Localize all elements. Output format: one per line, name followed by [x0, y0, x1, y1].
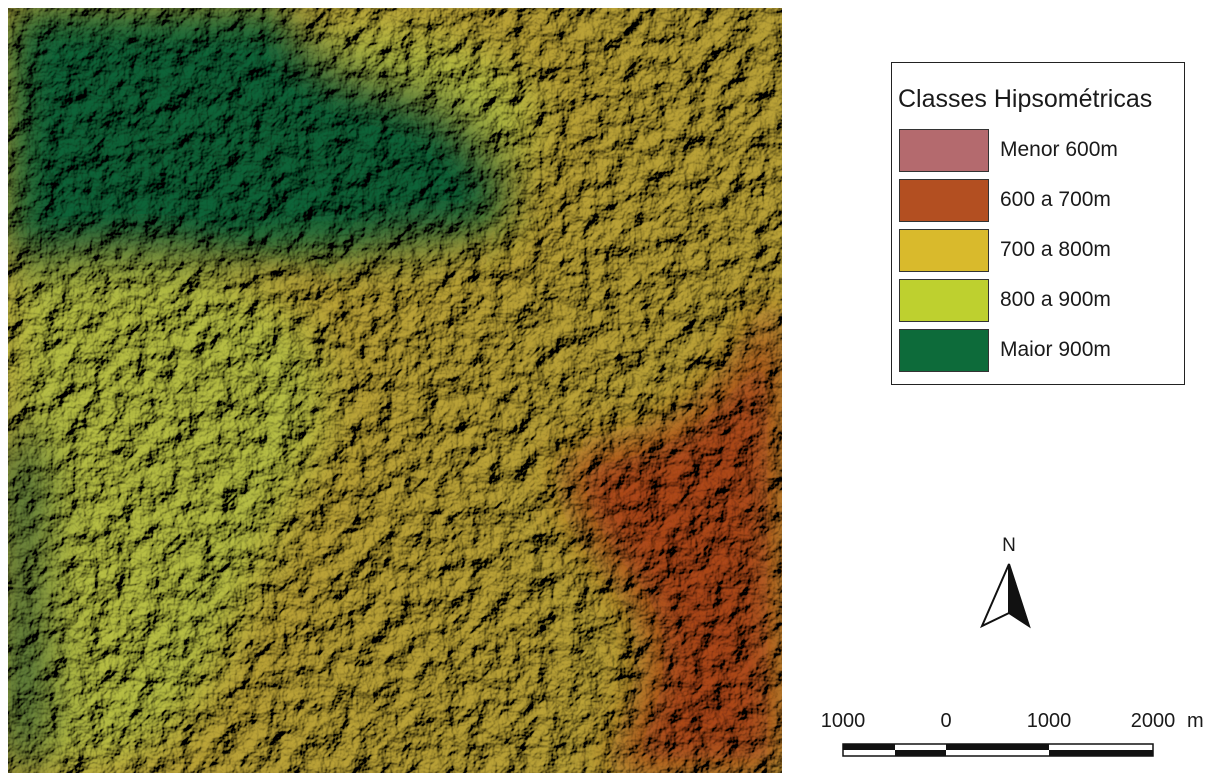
legend-title: Classes Hipsométricas [898, 85, 1153, 113]
legend-item-menor-600: Menor 600m [899, 129, 1179, 174]
legend-item-700-800: 700 a 800m [899, 229, 1179, 274]
legend-swatch [899, 229, 989, 272]
legend-swatch [899, 179, 989, 222]
north-arrow-icon [980, 563, 1031, 629]
scale-bar-graphic [842, 743, 1154, 757]
legend: Classes Hipsométricas Menor 600m 600 a 7… [891, 62, 1185, 385]
scale-label-zero: 0 [940, 710, 952, 732]
legend-label: 600 a 700m [1000, 188, 1111, 211]
legend-label: Menor 600m [1000, 138, 1118, 161]
legend-label: 700 a 800m [1000, 238, 1111, 261]
hypsometric-map[interactable] [8, 8, 782, 773]
scale-label-left: 1000 [820, 710, 866, 732]
scale-bar: 1000 0 1000 2000 m [815, 710, 1215, 770]
legend-swatch [899, 279, 989, 322]
scale-label-mid: 1000 [1026, 710, 1072, 732]
relief-shaded-terrain [8, 8, 782, 773]
legend-item-600-700: 600 a 700m [899, 179, 1179, 224]
legend-swatch [899, 329, 989, 372]
legend-swatch [899, 129, 989, 172]
north-arrow: N [968, 532, 1048, 632]
scale-unit: m [1187, 710, 1204, 732]
legend-label: Maior 900m [1000, 338, 1111, 361]
north-letter: N [1002, 535, 1016, 556]
legend-item-800-900: 800 a 900m [899, 279, 1179, 324]
legend-item-maior-900: Maior 900m [899, 329, 1179, 374]
scale-label-right: 2000 [1130, 710, 1176, 732]
legend-label: 800 a 900m [1000, 288, 1111, 311]
